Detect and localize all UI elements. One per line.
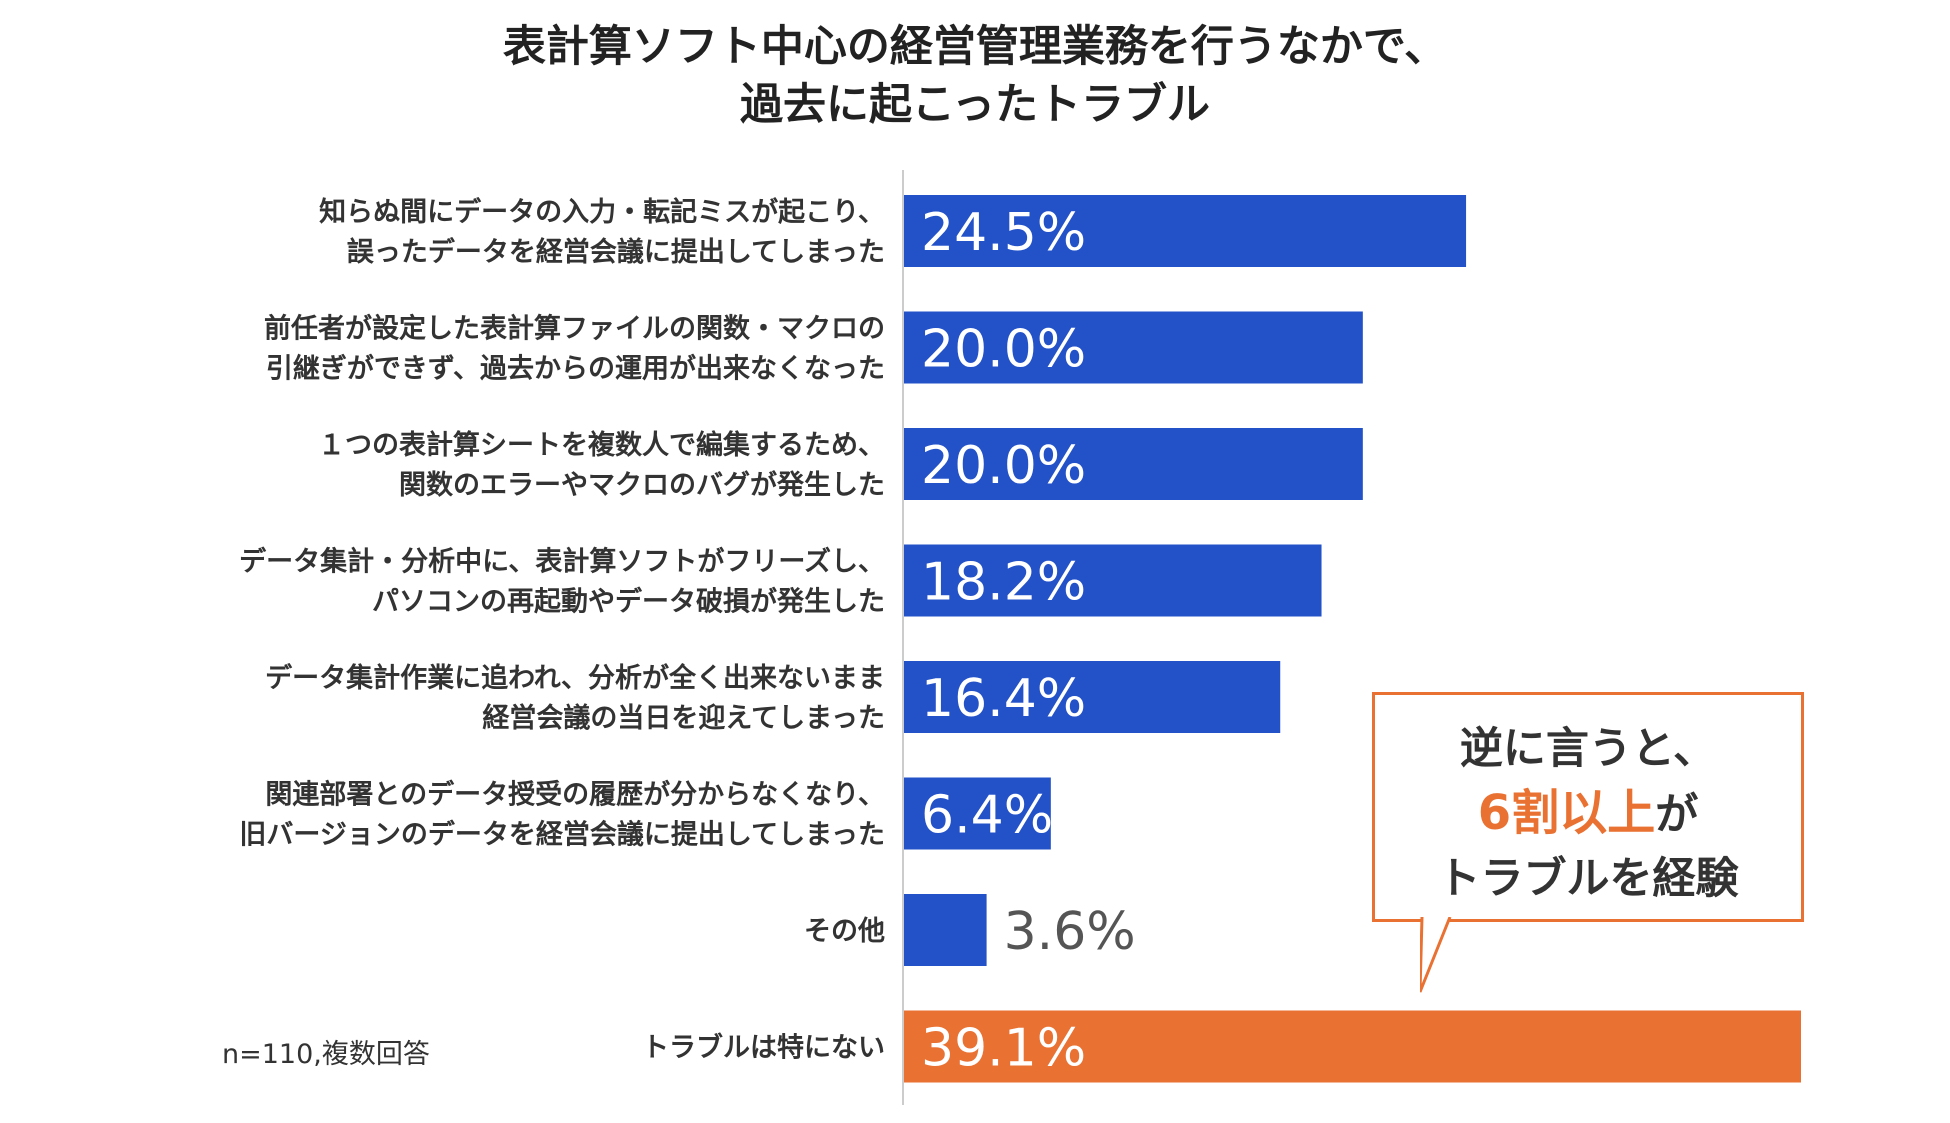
category-label: その他 [804, 916, 885, 947]
chart-title-line-2: 過去に起こったトラブル [740, 80, 1210, 130]
category-label: 旧バージョンのデータを経営会議に提出してしまった [239, 819, 885, 851]
callout-line-3: トラブルを経験 [1437, 854, 1739, 904]
callout-line-2: 6割以上が [1375, 781, 1801, 847]
data-label: 18.2% [921, 553, 1086, 613]
bar [904, 544, 1322, 617]
bar [904, 661, 1281, 733]
category-label: データ集計作業に追われ、分析が全く出来ないまま [265, 662, 885, 694]
category-label: パソコンの再起動やデータ破損が発生した [372, 586, 885, 618]
category-label: 引継ぎができず、過去からの運用が出来なくなった [266, 353, 885, 385]
chart-title-line-1: 表計算ソフト中心の経営管理業務を行うなかで、 [502, 22, 1448, 72]
data-label: 20.0% [921, 436, 1086, 496]
chart-title: 表計算ソフト中心の経営管理業務を行うなかで、 過去に起こったトラブル [0, 18, 1950, 134]
bar [904, 1010, 1801, 1083]
data-label: 24.5% [921, 203, 1086, 263]
data-label: 3.6% [1004, 902, 1136, 962]
category-label: トラブルは特にない [642, 1032, 885, 1064]
callout-tail [1420, 917, 1452, 993]
callout-line-1: 逆に言うと、 [1459, 724, 1717, 774]
bar [904, 428, 1363, 500]
sample-note: n=110,複数回答 [222, 1039, 430, 1070]
category-label: 関数のエラーやマクロのバグが発生した [399, 469, 885, 501]
bar [904, 195, 1467, 267]
callout-highlight: 6割以上 [1477, 785, 1656, 841]
callout-box: 逆に言うと、 6割以上が トラブルを経験 [1372, 692, 1804, 922]
data-label: 20.0% [921, 320, 1086, 380]
category-label: データ集計・分析中に、表計算ソフトがフリーズし、 [239, 546, 885, 578]
category-label: 誤ったデータを経営会議に提出してしまった [347, 236, 885, 268]
data-label: 39.1% [921, 1019, 1086, 1079]
data-label: 16.4% [921, 669, 1086, 729]
category-label: １つの表計算シートを複数人で編集するため、 [318, 429, 885, 461]
category-label: 前任者が設定した表計算ファイルの関数・マクロの [264, 313, 885, 345]
bar [904, 311, 1363, 384]
data-label: 6.4% [921, 786, 1053, 846]
category-label: 関連部署とのデータ授受の履歴が分からなくなり、 [265, 779, 885, 811]
callout-suffix: が [1655, 790, 1699, 840]
bar [904, 894, 987, 966]
bar [904, 777, 1051, 850]
category-label: 経営会議の当日を迎えてしまった [482, 702, 885, 734]
category-label: 知らぬ間にデータの入力・転記ミスが起こり、 [319, 196, 885, 228]
